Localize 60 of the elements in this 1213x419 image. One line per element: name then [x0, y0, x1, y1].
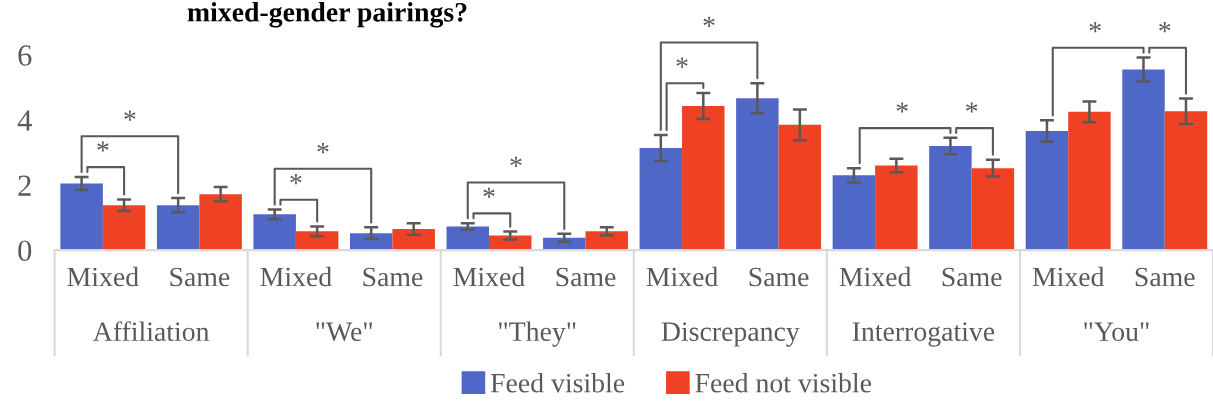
legend-label: Feed not visible [695, 373, 872, 393]
annotation: * [124, 110, 136, 121]
bar [832, 175, 876, 251]
text: "We" [316, 322, 372, 342]
bar [199, 194, 242, 251]
x-tick-label: Same [170, 267, 230, 287]
bar [1025, 131, 1069, 251]
bar [488, 235, 532, 251]
bar [156, 205, 200, 251]
x-tick-label: Mixed [260, 266, 332, 287]
x-tick-label: Mixed [1032, 266, 1105, 287]
bar [929, 146, 972, 251]
bar [102, 205, 146, 251]
annotation: * [676, 57, 688, 68]
bar [392, 228, 435, 251]
bar [585, 231, 628, 251]
bar [971, 168, 1015, 251]
annotation: * [966, 102, 978, 113]
legend-label: Feed visible [490, 373, 625, 393]
x-tick-label: Mixed [646, 266, 718, 287]
bar [1068, 111, 1111, 251]
x-tick-label: Same [749, 267, 809, 287]
bar [736, 98, 779, 251]
text: "They" [499, 321, 576, 347]
annotation: * [290, 173, 302, 185]
bar [253, 214, 296, 251]
text: * [1159, 22, 1171, 33]
x-tick-label: Mixed [839, 266, 912, 287]
x-tick-label: Same [1135, 267, 1195, 287]
annotation: * [97, 141, 109, 152]
y-tick-label: 0 [18, 240, 32, 262]
bar [349, 233, 393, 251]
text: "You" [1084, 322, 1149, 342]
bar [1122, 69, 1165, 251]
annotation: * [483, 187, 495, 198]
bar [295, 231, 339, 251]
annotation: * [896, 102, 908, 113]
text: Affiliation [93, 321, 210, 342]
bar [778, 124, 822, 251]
text: Interrogative [852, 322, 995, 347]
y-tick-label: 6 [18, 45, 32, 66]
y-tick-label: 2 [18, 175, 31, 196]
bar [1164, 111, 1208, 251]
text: * [1089, 22, 1101, 33]
chart-title: mixed-gender pairings? [187, 2, 467, 28]
annotation: * [317, 143, 329, 154]
bar [639, 147, 683, 251]
x-tick-label: Mixed [453, 266, 525, 287]
annotation: * [510, 156, 522, 167]
x-tick-label: Mixed [67, 266, 139, 287]
x-tick-label: Same [363, 267, 423, 287]
x-tick-label: Same [942, 267, 1002, 287]
y-tick-label: 4 [17, 110, 32, 131]
bar [682, 105, 725, 251]
bar [875, 165, 918, 251]
text: Discrepancy [661, 322, 800, 347]
text: * [703, 16, 715, 27]
bar [446, 226, 489, 251]
x-tick-label: Same [556, 267, 616, 287]
bar [60, 183, 103, 251]
